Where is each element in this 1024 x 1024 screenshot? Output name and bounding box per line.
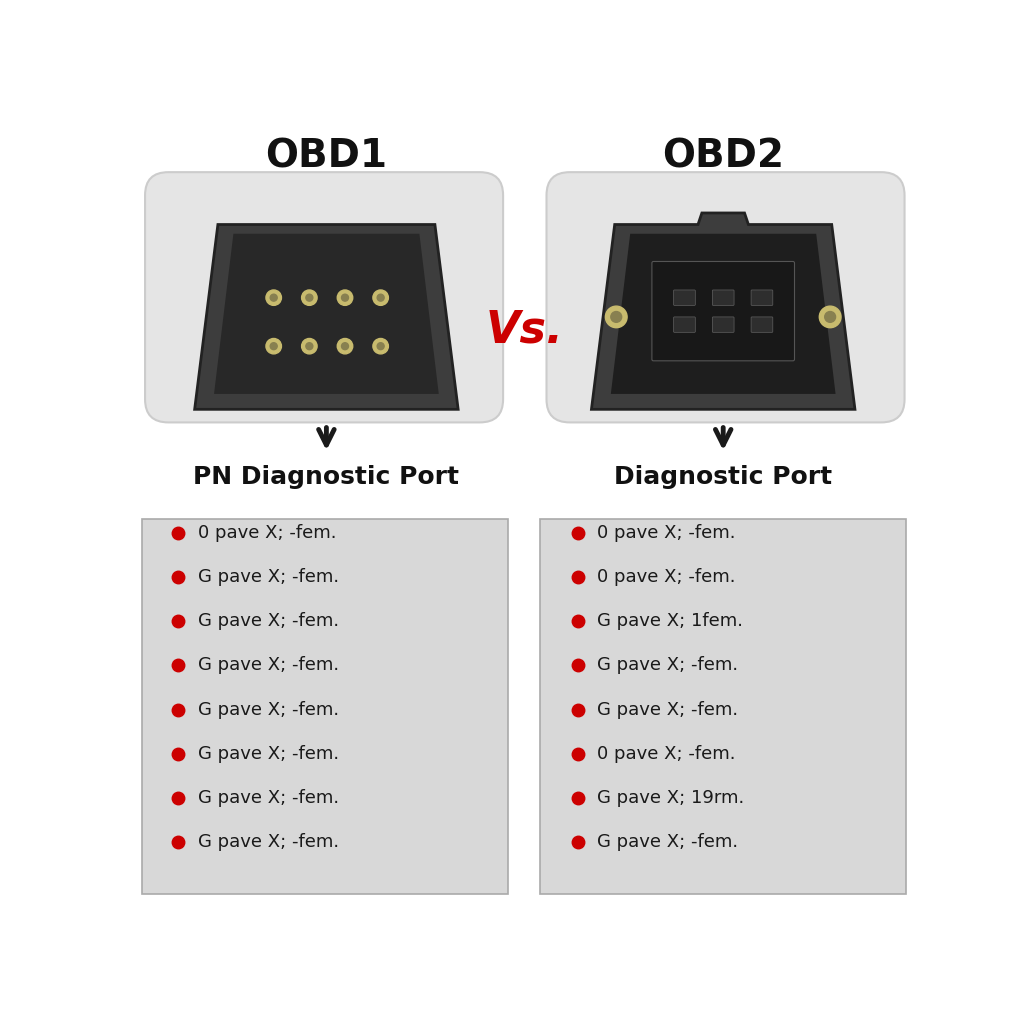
Circle shape — [373, 339, 388, 354]
Text: OBD2: OBD2 — [663, 137, 784, 175]
FancyBboxPatch shape — [751, 290, 773, 305]
Circle shape — [373, 290, 388, 305]
Text: 0 pave X; -fem.: 0 pave X; -fem. — [198, 523, 336, 542]
Circle shape — [377, 294, 384, 301]
Polygon shape — [592, 213, 855, 410]
FancyBboxPatch shape — [751, 316, 773, 333]
Text: 0 pave X; -fem.: 0 pave X; -fem. — [597, 744, 735, 763]
Circle shape — [306, 343, 313, 349]
Polygon shape — [195, 224, 458, 410]
Circle shape — [377, 343, 384, 349]
Text: G pave X; -fem.: G pave X; -fem. — [198, 656, 339, 675]
Circle shape — [266, 339, 282, 354]
FancyBboxPatch shape — [145, 172, 503, 423]
Text: G pave X; -fem.: G pave X; -fem. — [198, 744, 339, 763]
Circle shape — [342, 343, 348, 349]
Text: 0 pave X; -fem.: 0 pave X; -fem. — [597, 523, 735, 542]
FancyBboxPatch shape — [547, 172, 904, 423]
FancyBboxPatch shape — [713, 316, 734, 333]
Polygon shape — [611, 233, 836, 394]
FancyBboxPatch shape — [541, 519, 906, 894]
FancyBboxPatch shape — [142, 519, 508, 894]
Text: 0 pave X; -fem.: 0 pave X; -fem. — [597, 567, 735, 586]
Circle shape — [266, 290, 282, 305]
Text: OBD1: OBD1 — [265, 137, 387, 175]
Text: Vs.: Vs. — [485, 308, 564, 351]
FancyBboxPatch shape — [713, 290, 734, 305]
FancyBboxPatch shape — [674, 290, 695, 305]
Circle shape — [337, 290, 352, 305]
Circle shape — [337, 339, 352, 354]
Circle shape — [270, 343, 278, 349]
Circle shape — [611, 311, 622, 323]
Circle shape — [306, 294, 313, 301]
Text: G pave X; -fem.: G pave X; -fem. — [597, 700, 738, 719]
FancyBboxPatch shape — [652, 261, 795, 360]
Circle shape — [824, 311, 836, 323]
Text: G pave X; -fem.: G pave X; -fem. — [597, 834, 738, 851]
Text: G pave X; -fem.: G pave X; -fem. — [198, 790, 339, 807]
Circle shape — [605, 306, 627, 328]
Text: G pave X; -fem.: G pave X; -fem. — [198, 612, 339, 630]
Circle shape — [819, 306, 841, 328]
Text: G pave X; 1fem.: G pave X; 1fem. — [597, 612, 742, 630]
FancyBboxPatch shape — [674, 316, 695, 333]
Text: G pave X; -fem.: G pave X; -fem. — [597, 656, 738, 675]
Text: G pave X; -fem.: G pave X; -fem. — [198, 700, 339, 719]
Text: G pave X; -fem.: G pave X; -fem. — [198, 567, 339, 586]
Circle shape — [342, 294, 348, 301]
Text: G pave X; -fem.: G pave X; -fem. — [198, 834, 339, 851]
Circle shape — [302, 339, 317, 354]
Text: PN Diagnostic Port: PN Diagnostic Port — [194, 465, 460, 488]
Text: Diagnostic Port: Diagnostic Port — [614, 465, 833, 488]
Polygon shape — [214, 233, 438, 394]
Circle shape — [270, 294, 278, 301]
Text: G pave X; 19rm.: G pave X; 19rm. — [597, 790, 744, 807]
Circle shape — [302, 290, 317, 305]
